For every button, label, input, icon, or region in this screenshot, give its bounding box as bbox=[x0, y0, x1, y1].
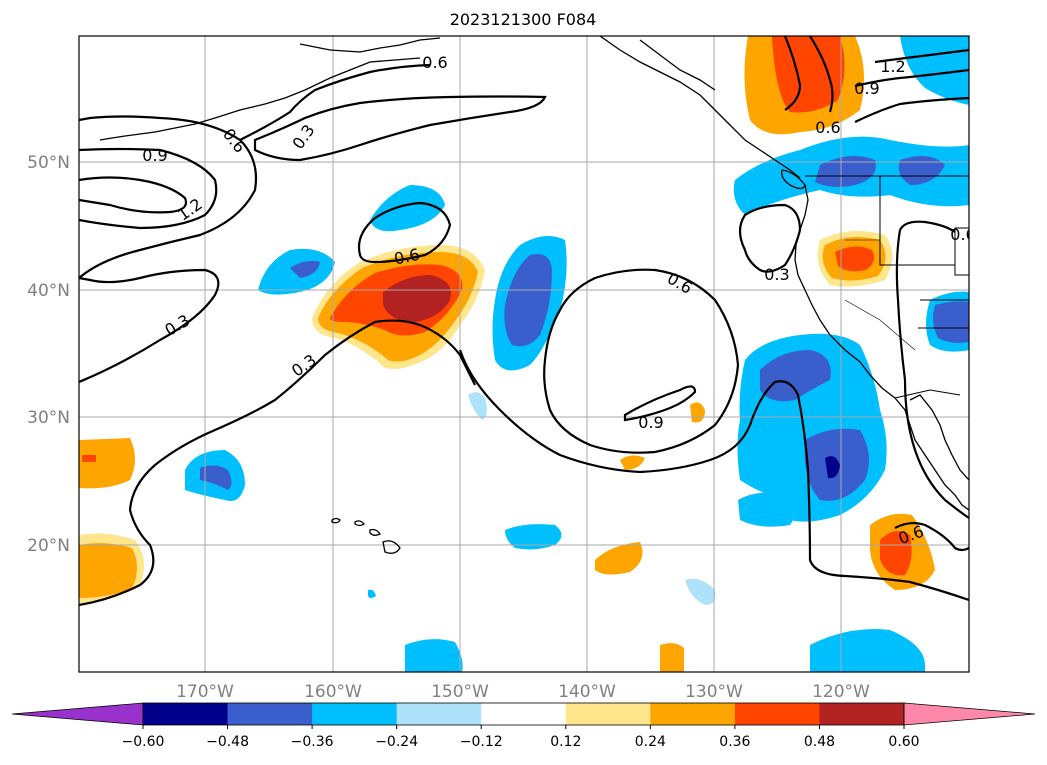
lon-label: 160°W bbox=[304, 682, 362, 702]
contour-label: 0.6 bbox=[950, 225, 975, 244]
lon-label: 130°W bbox=[685, 682, 743, 702]
colorbar-box bbox=[734, 703, 820, 725]
contour-lines bbox=[79, 36, 969, 607]
colorbar-tick-label: −0.60 bbox=[122, 734, 165, 750]
contour-label: 0.6 bbox=[392, 245, 421, 269]
colorbar-tick-label: 0.36 bbox=[719, 734, 750, 750]
lon-label: 170°W bbox=[176, 682, 234, 702]
contour-label: 0.9 bbox=[854, 79, 879, 98]
colorbar: −0.60 −0.48 −0.36 −0.24 −0.12 0.12 0.24 0.36 0.4… bbox=[11, 702, 1036, 750]
lat-label: 20°N bbox=[27, 536, 70, 556]
colorbar-box bbox=[143, 703, 229, 725]
longitude-labels: 170°W 160°W 150°W 140°W 130°W 120°W bbox=[176, 682, 870, 702]
colorbar-tick-label: −0.12 bbox=[460, 734, 503, 750]
colorbar-tick-label: −0.24 bbox=[375, 734, 418, 750]
map-title: 2023121300 F084 bbox=[450, 10, 597, 29]
colorbar-extend-high bbox=[903, 702, 1036, 726]
colorbar-tick-label: −0.48 bbox=[206, 734, 249, 750]
colorbar-box bbox=[650, 703, 736, 725]
shaded-field bbox=[79, 36, 969, 672]
colorbar-frame bbox=[142, 702, 905, 726]
contour-label: 1.2 bbox=[880, 57, 905, 76]
map-frame bbox=[78, 35, 970, 673]
lat-label: 50°N bbox=[27, 153, 70, 173]
colorbar-tick-label: 0.48 bbox=[804, 734, 835, 750]
colorbar-box bbox=[312, 703, 398, 725]
contour-label: 0.3 bbox=[764, 265, 789, 284]
lon-label: 120°W bbox=[812, 682, 870, 702]
colorbar-box bbox=[565, 703, 651, 725]
contour-label: 0.9 bbox=[638, 413, 663, 432]
colorbar-box bbox=[481, 703, 567, 725]
contour-label: 0.9 bbox=[142, 146, 167, 165]
lon-label: 140°W bbox=[558, 682, 616, 702]
lat-label: 30°N bbox=[27, 408, 70, 428]
colorbar-tick-label: 0.12 bbox=[550, 734, 581, 750]
colorbar-box bbox=[227, 703, 313, 725]
latitude-labels: 50°N 40°N 30°N 20°N bbox=[27, 153, 70, 556]
colorbar-tick-label: −0.36 bbox=[291, 734, 334, 750]
colorbar-box bbox=[396, 703, 482, 725]
lon-label: 150°W bbox=[431, 682, 489, 702]
colorbar-tick-label: 0.24 bbox=[635, 734, 666, 750]
colorbar-box bbox=[819, 703, 905, 725]
colorbar-extend-low bbox=[11, 702, 144, 726]
lat-label: 40°N bbox=[27, 281, 70, 301]
contour-label: 0.6 bbox=[422, 53, 447, 72]
colorbar-tick-label: 0.60 bbox=[888, 734, 919, 750]
political-borders bbox=[805, 175, 969, 399]
contour-label: 0.6 bbox=[815, 118, 840, 137]
